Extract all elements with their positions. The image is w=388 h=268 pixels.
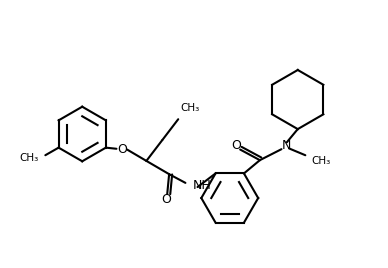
Text: O: O [117,143,127,156]
Text: N: N [281,139,291,152]
Text: CH₃: CH₃ [180,103,199,113]
Text: NH: NH [192,179,211,192]
Text: O: O [232,139,241,152]
Text: CH₃: CH₃ [20,153,39,163]
Text: O: O [161,193,171,206]
Text: CH₃: CH₃ [311,155,330,166]
